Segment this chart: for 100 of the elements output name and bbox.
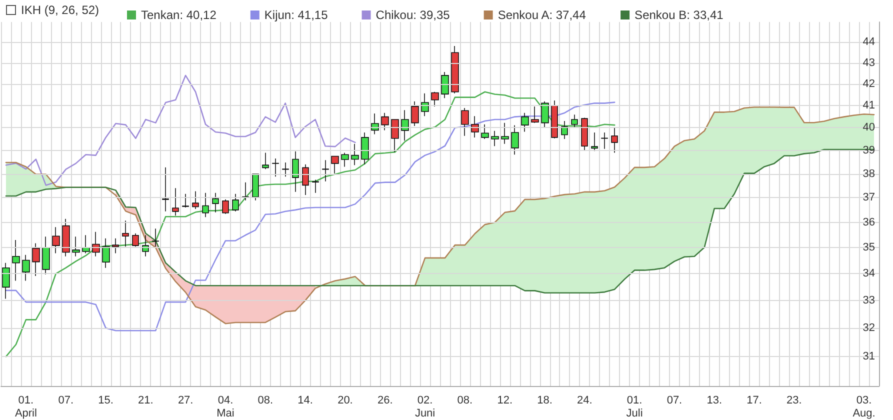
candlestick	[501, 122, 509, 144]
candlestick	[421, 92, 429, 117]
candlestick	[92, 231, 100, 257]
x-tick-label: 07.	[666, 394, 682, 406]
candlestick	[12, 240, 20, 282]
candlestick	[62, 218, 70, 257]
y-tick-label: 31	[862, 350, 875, 363]
candlestick	[441, 72, 449, 99]
candlestick	[192, 190, 199, 210]
candlestick	[351, 143, 359, 166]
x-tick-label: 01. April	[14, 394, 37, 420]
candlestick	[571, 114, 578, 128]
candlestick	[52, 226, 60, 254]
candlestick	[341, 152, 349, 168]
candlestick	[302, 164, 309, 196]
candlestick	[471, 116, 479, 138]
candlestick	[122, 220, 129, 247]
x-tick-label: 08.	[457, 394, 473, 406]
candlestick	[511, 124, 519, 156]
candlestick	[581, 117, 588, 151]
legend-label: Kijun: 41,15	[264, 8, 328, 22]
candlestick	[242, 182, 249, 201]
x-tick-label: 23.	[786, 394, 802, 406]
y-tick-label: 42	[862, 78, 875, 90]
y-tick-label: 35	[862, 242, 875, 254]
legend-label: Senkou A: 37,44	[498, 8, 586, 22]
x-tick-label: 14.	[298, 394, 313, 406]
candlestick	[312, 179, 319, 194]
candlestick	[152, 228, 159, 247]
y-tick-label: 44	[862, 36, 875, 48]
candlestick	[611, 127, 618, 154]
candlestick	[72, 236, 80, 257]
candlestick	[391, 119, 399, 152]
x-tick-label: 21.	[138, 394, 154, 406]
candlestick	[551, 100, 558, 139]
legend-label: Senkou B: 33,41	[634, 8, 724, 22]
candlestick	[561, 120, 568, 140]
candlestick	[331, 156, 339, 174]
candlestick	[451, 46, 459, 94]
y-tick-label: 37	[862, 192, 875, 204]
candlestick	[371, 113, 379, 135]
candlestick	[102, 238, 110, 268]
x-tick-label: 08.	[258, 394, 274, 406]
y-tick-label: 34	[862, 268, 875, 280]
candlestick	[431, 91, 439, 107]
y-tick-label: 38	[862, 168, 875, 180]
candlestick	[361, 132, 369, 165]
candlestick	[282, 162, 289, 178]
legend-title: IKH (9, 26, 52)	[21, 3, 100, 17]
candlestick	[82, 234, 90, 254]
candlestick	[132, 232, 139, 247]
x-tick-label: 03. Aug.	[852, 394, 876, 420]
x-tick-label: 26.	[377, 394, 393, 406]
candlestick	[272, 158, 279, 178]
line-series	[5, 74, 356, 186]
candlestick	[401, 110, 409, 142]
x-tick-label: 01. Juli	[626, 394, 643, 420]
x-tick-label: 12.	[497, 394, 512, 406]
x-tick-label: 02. Juni	[414, 394, 436, 420]
x-tick-label: 13.	[706, 394, 722, 406]
candlestick	[481, 124, 489, 140]
candlestick	[262, 152, 269, 170]
x-tick-label: 15.	[98, 394, 114, 406]
candlestick	[42, 236, 50, 275]
candlestick	[461, 108, 469, 136]
x-tick-label: 17.	[746, 394, 762, 406]
candlestick	[531, 106, 539, 124]
candlestick	[292, 150, 299, 192]
candlestick	[232, 193, 239, 212]
candlestick	[322, 160, 329, 182]
x-tick-label: 24.	[577, 394, 592, 406]
candlestick	[2, 262, 10, 300]
candlestick	[252, 174, 259, 201]
candlestick	[112, 238, 119, 254]
x-tick-label: 27.	[178, 394, 194, 406]
candlestick	[411, 101, 419, 126]
candlestick	[491, 130, 499, 147]
x-tick-label: 07.	[58, 394, 74, 406]
y-tick-label: 41	[862, 100, 875, 112]
legend-label: Chikou: 39,35	[376, 8, 450, 22]
candlestick	[32, 242, 40, 276]
y-tick-label: 40	[862, 122, 875, 134]
y-tick-label: 32	[862, 322, 875, 334]
y-tick-label: 36	[862, 216, 875, 228]
candlestick	[591, 132, 598, 152]
candlestick	[521, 112, 529, 132]
candlestick	[222, 199, 229, 214]
x-tick-label: 04. Mai	[216, 394, 234, 420]
y-tick-label: 43	[862, 56, 875, 69]
candlestick	[601, 132, 608, 150]
x-tick-label: 18.	[537, 394, 552, 406]
candlestick	[172, 188, 179, 216]
candlestick	[381, 112, 389, 131]
candlestick	[22, 254, 30, 282]
candlestick	[202, 192, 209, 218]
y-tick-label: 33	[862, 294, 875, 306]
legend-label: Tenkan: 40,12	[141, 8, 217, 22]
x-tick-label: 20.	[338, 394, 353, 406]
candlestick	[212, 192, 219, 213]
candlestick	[541, 101, 549, 128]
